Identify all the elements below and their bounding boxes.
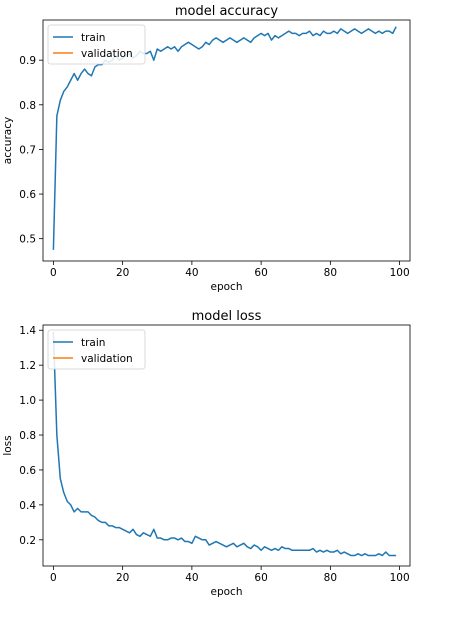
accuracy-xtick-label: 100 [390,267,410,279]
accuracy-legend-label-validation: validation [81,48,133,60]
accuracy-x-axis-label: epoch [211,281,243,293]
accuracy-chart-title: model accuracy [175,4,279,19]
loss-y-axis-label: loss [2,435,14,455]
accuracy-chart: model accuracy 0 20 40 60 80 100 0.5 0.6 0.7 0.8 0.… [2,4,411,293]
accuracy-xtick-label: 80 [324,267,337,279]
loss-legend-label-train: train [81,337,105,349]
loss-ytick-label: 0.6 [19,465,36,477]
accuracy-legend-box [47,24,146,65]
accuracy-ytick-label: 0.9 [19,55,36,67]
accuracy-ytick-label: 0.5 [19,234,36,246]
accuracy-ytick-label: 0.7 [19,144,36,156]
loss-chart-title: model loss [192,309,262,324]
loss-ytick-label: 1.0 [19,395,36,407]
loss-ytick-label: 1.4 [19,325,36,337]
accuracy-ytick-label: 0.6 [19,189,36,201]
loss-xtick-label: 0 [50,572,57,584]
loss-xtick-label: 80 [324,572,337,584]
accuracy-legend: train validation [47,24,146,65]
accuracy-xtick-label: 20 [116,267,129,279]
accuracy-y-axis-label: accuracy [2,117,14,164]
loss-legend-box [47,329,146,370]
loss-xtick-label: 60 [254,572,267,584]
accuracy-xtick-label: 40 [185,267,198,279]
loss-ytick-label: 0.4 [19,500,36,512]
loss-x-axis-label: epoch [211,586,243,598]
loss-ytick-label: 0.2 [19,535,36,547]
loss-series-line-train [52,331,397,557]
loss-legend-label-validation: validation [81,353,133,365]
loss-xtick-label: 40 [185,572,198,584]
accuracy-xtick-label: 60 [254,267,267,279]
accuracy-xtick-label: 0 [50,267,57,279]
loss-ytick-label: 1.2 [19,360,36,372]
loss-xtick-label: 100 [390,572,410,584]
accuracy-legend-label-train: train [81,32,105,44]
loss-ytick-label: 0.8 [19,430,36,442]
accuracy-plot-frame [42,19,411,262]
accuracy-ytick-label: 0.8 [19,100,36,112]
loss-xtick-label: 20 [116,572,129,584]
loss-plot-frame [42,324,411,567]
loss-legend: train validation [47,329,146,370]
loss-chart: model loss 0 20 40 60 80 100 0.2 0.4 0.6 0.8 1.0 1.2… [2,309,411,598]
